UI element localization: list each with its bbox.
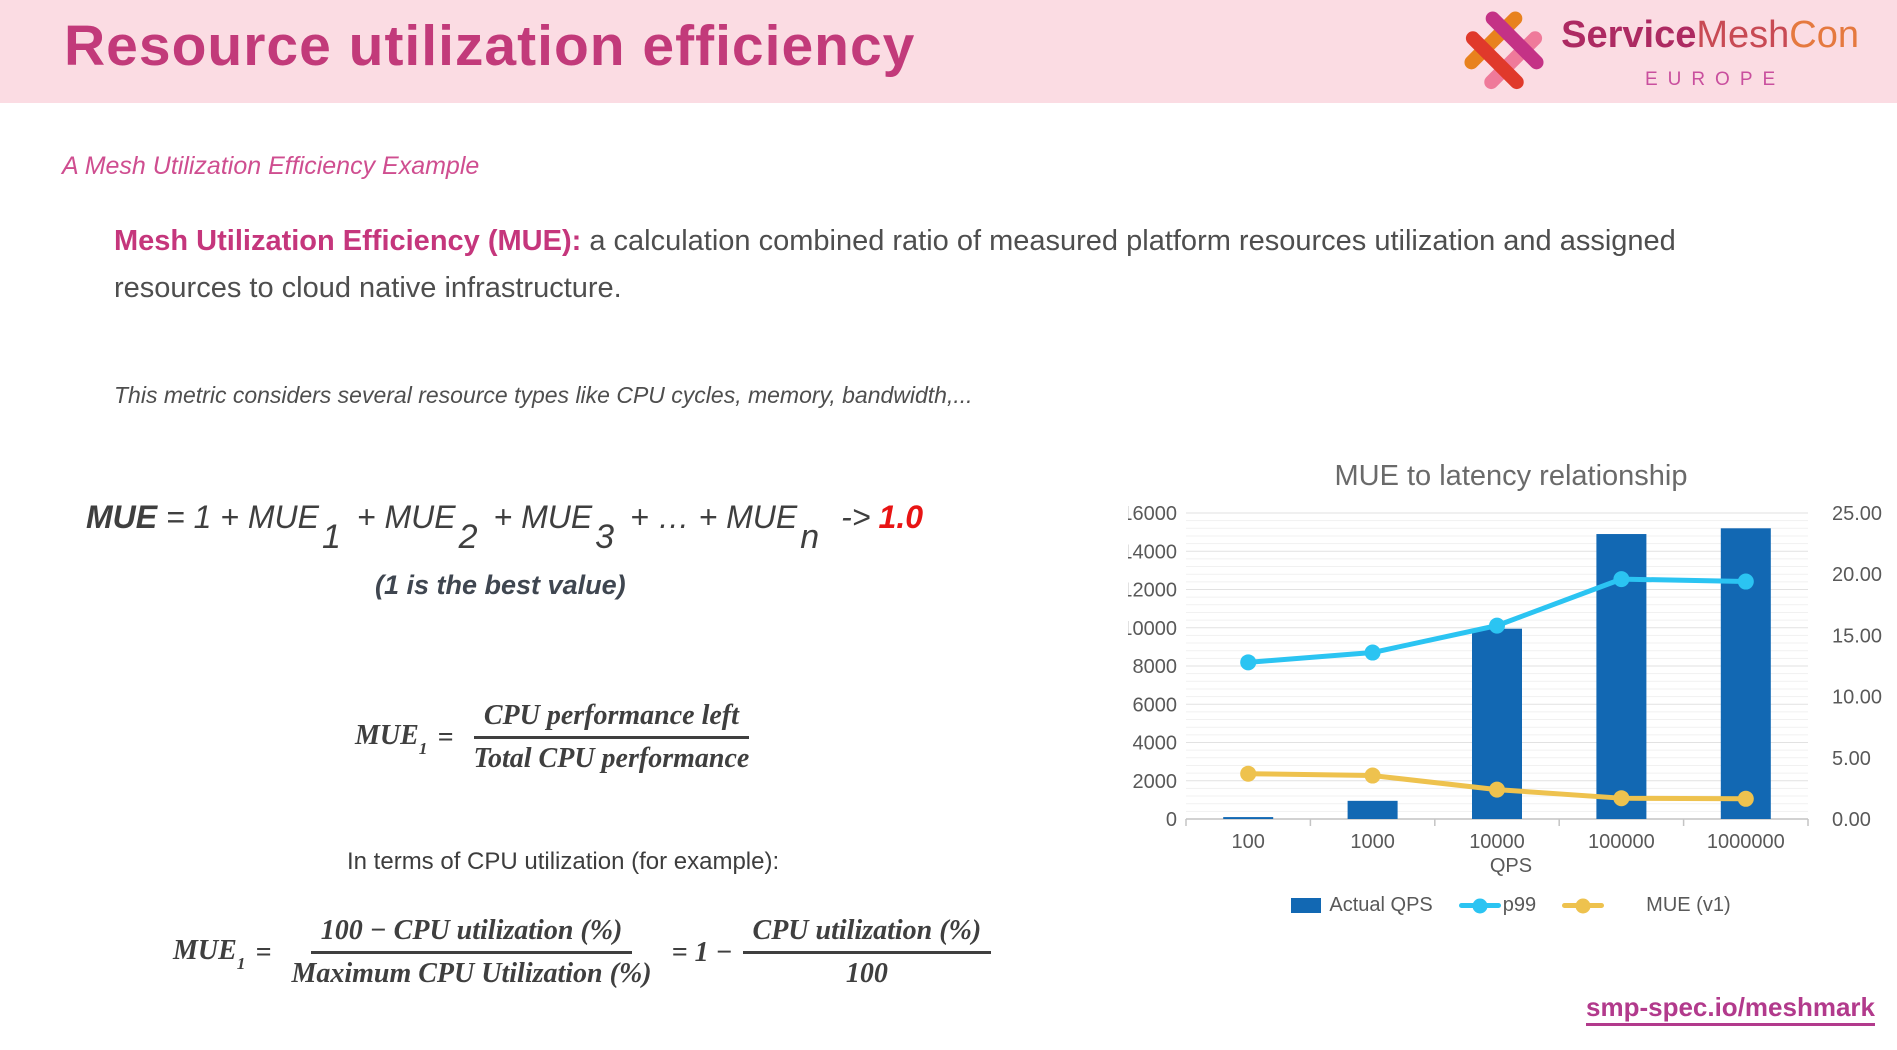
- metric-note: This metric considers several resource t…: [114, 382, 973, 408]
- formula2-fraction: CPU performance left Total CPU performan…: [473, 700, 750, 774]
- servicemeshcon-logo: ServiceMeshCon EUROPE: [1459, 5, 1859, 97]
- svg-text:4000: 4000: [1133, 733, 1178, 755]
- svg-text:14000: 14000: [1128, 541, 1177, 563]
- svg-text:0: 0: [1166, 809, 1177, 831]
- mue-latency-chart: MUE to latency relationship 0 2000 4000 600…: [1128, 460, 1894, 917]
- svg-text:100000: 100000: [1588, 831, 1655, 853]
- svg-text:2000: 2000: [1133, 771, 1178, 793]
- svg-text:0.00: 0.00: [1832, 809, 1871, 831]
- target-value: 1.0: [878, 499, 923, 535]
- legend-label: Actual QPS: [1329, 894, 1433, 916]
- formula3-fraction-1: 100 − CPU utilization (%) Maximum CPU Ut…: [291, 915, 652, 989]
- svg-text:12000: 12000: [1128, 580, 1177, 602]
- slide-subtitle: A Mesh Utilization Efficiency Example: [62, 152, 480, 180]
- mue-sum-formula: MUE = 1 + MUE1+ MUE2+ MUE3+ … + MUEn-> 1.…: [86, 499, 923, 556]
- svg-text:16000: 16000: [1128, 503, 1177, 525]
- svg-text:100: 100: [1232, 831, 1265, 853]
- legend-line-swatch: [1458, 898, 1501, 913]
- legend-label: p99: [1502, 894, 1537, 916]
- svg-text:20.00: 20.00: [1832, 564, 1882, 586]
- svg-text:25.00: 25.00: [1832, 503, 1882, 525]
- chart-x-axis-label: QPS: [1489, 855, 1533, 877]
- legend-item: Actual QPS: [1291, 894, 1433, 917]
- legend-dot: [1472, 898, 1488, 913]
- legend-label: MUE (v1): [1646, 894, 1731, 916]
- legend-line-swatch: [1562, 898, 1605, 913]
- mue1-definition-formula: MUE1 = CPU performance left Total CPU pe…: [355, 700, 759, 775]
- formula2-lhs: MUE1: [355, 719, 428, 759]
- logo-text: ServiceMeshCon EUROPE: [1561, 5, 1859, 91]
- legend-bar-swatch: [1291, 898, 1322, 913]
- logo-word-con: Con: [1789, 14, 1859, 56]
- servicemeshcon-logo-icon: [1464, 11, 1544, 90]
- legend-item: p99: [1458, 894, 1537, 917]
- logo-word-mesh: Mesh: [1696, 14, 1790, 56]
- svg-text:10000: 10000: [1469, 831, 1525, 853]
- cpu-utilization-formula: MUE1 = 100 − CPU utilization (%) Maximum…: [173, 915, 992, 990]
- svg-text:15.00: 15.00: [1832, 625, 1882, 647]
- logo-region: EUROPE: [1644, 69, 1786, 90]
- chart-title: MUE to latency relationship: [1334, 460, 1688, 492]
- svg-text:10.00: 10.00: [1832, 687, 1882, 709]
- svg-text:5.00: 5.00: [1832, 748, 1871, 770]
- definition-lead: Mesh Utilization Efficiency (MUE):: [114, 225, 582, 257]
- formula3-fraction-2: CPU utilization (%) 100: [742, 915, 992, 990]
- legend-dot: [1575, 898, 1591, 913]
- svg-text:10000: 10000: [1128, 618, 1177, 640]
- chart-plot-area: 0 2000 4000 6000 8000 10000 12000 14000 16000 0.0…: [1128, 503, 1882, 853]
- legend-item: MUE (v1): [1562, 894, 1731, 917]
- best-value-caption: (1 is the best value): [375, 570, 626, 600]
- chart-legend: Actual QPS p99 MUE (v1): [1128, 894, 1894, 917]
- interms-caption: In terms of CPU utilization (for example…: [347, 848, 780, 875]
- meshmark-link[interactable]: smp-spec.io/meshmark: [1585, 992, 1875, 1026]
- formula-mue: MUE: [86, 499, 158, 535]
- svg-text:1000: 1000: [1350, 831, 1395, 853]
- svg-text:1000000: 1000000: [1707, 831, 1785, 853]
- arrow-text: ->: [841, 499, 871, 535]
- svg-text:6000: 6000: [1133, 694, 1178, 716]
- logo-word-service: Service: [1561, 14, 1697, 56]
- logo-name: ServiceMeshCon: [1561, 5, 1859, 65]
- formula3-lhs: MUE1: [173, 934, 246, 974]
- definition-rest: a calculation combined ratio of measured…: [114, 225, 1676, 304]
- header-band: Resource utilization efficiency ServiceM…: [0, 0, 1897, 103]
- svg-text:8000: 8000: [1133, 656, 1178, 678]
- definition-paragraph: Mesh Utilization Efficiency (MUE): a cal…: [114, 218, 1694, 312]
- page-title: Resource utilization efficiency: [64, 14, 916, 78]
